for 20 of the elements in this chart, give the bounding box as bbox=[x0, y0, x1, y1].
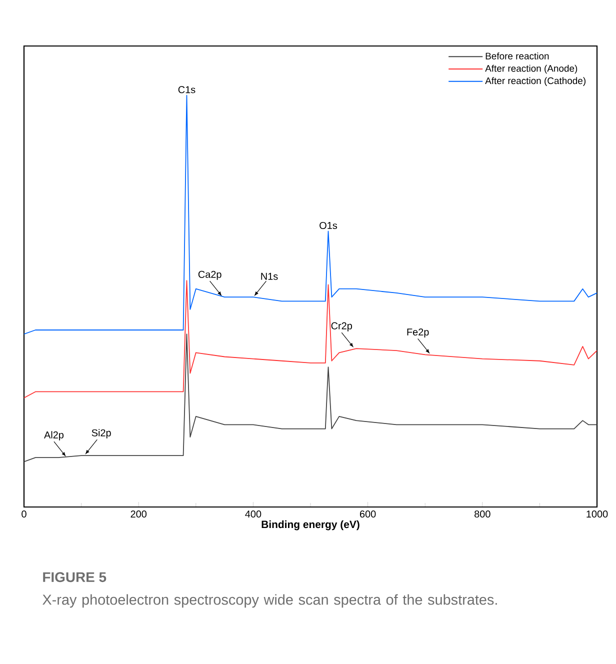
annotation: C1s bbox=[178, 86, 196, 94]
text: X-ray photoelectron spectroscopy wide scan spectra of the substrates. bbox=[42, 594, 497, 608]
annotation: Cr2p bbox=[331, 322, 352, 332]
x-tick-label: 200 bbox=[130, 510, 147, 518]
x-tick-label: 600 bbox=[360, 510, 376, 518]
legend-label: Before reaction bbox=[486, 52, 549, 60]
x-tick-label: 400 bbox=[245, 510, 262, 518]
legend-label: After reaction (Cathode) bbox=[485, 77, 586, 86]
x-tick-label: 0 bbox=[22, 510, 26, 518]
annotation: O1s bbox=[320, 222, 338, 230]
annotation: Fe2p bbox=[407, 328, 429, 338]
legend-label: After reaction (Anode) bbox=[485, 64, 578, 74]
annotation: Si2p bbox=[92, 429, 111, 438]
annotation: N1s bbox=[261, 272, 278, 280]
annotation: Al2p bbox=[44, 431, 64, 440]
x-axis-title: Binding energy (eV) bbox=[262, 520, 360, 530]
x-tick-label: 800 bbox=[474, 510, 490, 518]
text: FIGURE 5 bbox=[43, 572, 106, 582]
x-tick-label: 1000 bbox=[586, 510, 608, 518]
annotation: Ca2p bbox=[198, 270, 222, 280]
